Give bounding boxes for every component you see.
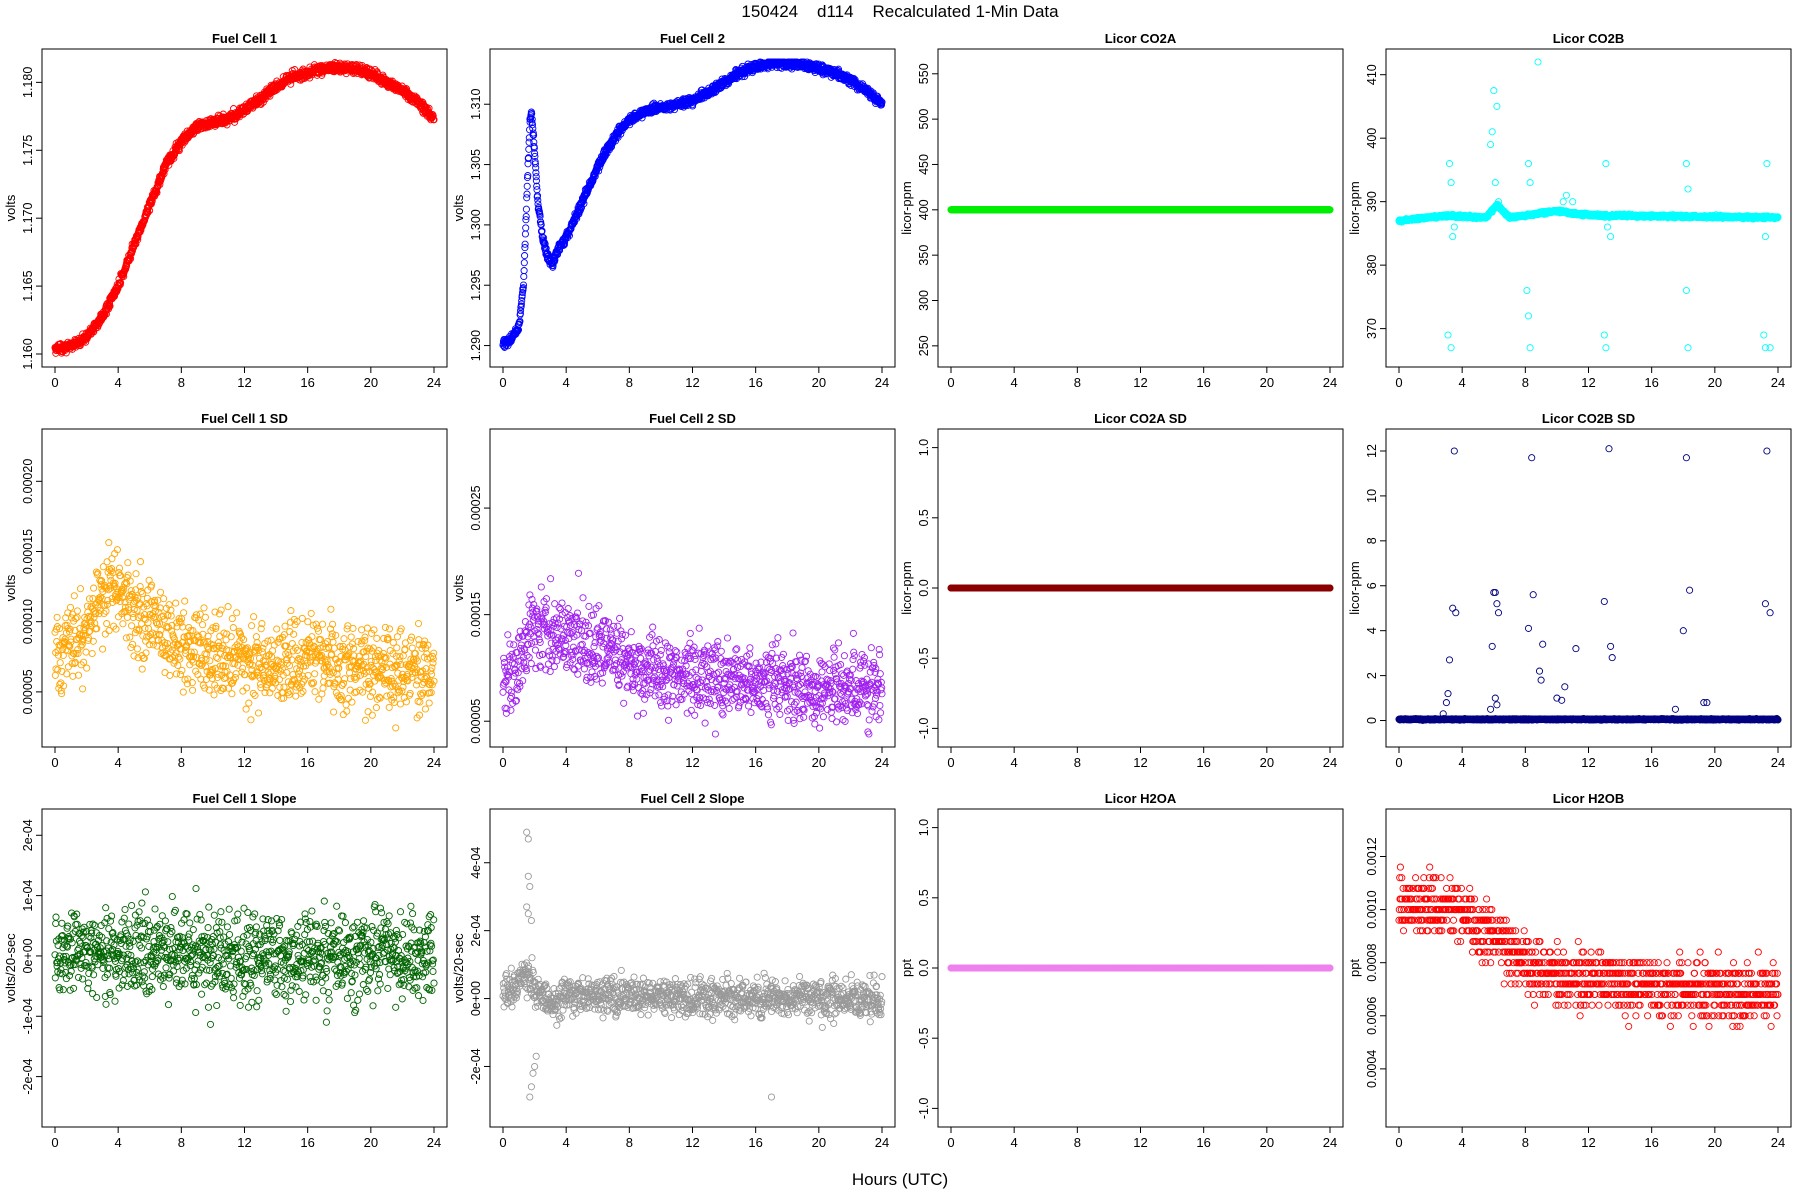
y-tick-label: 390	[1365, 191, 1379, 212]
series-points	[52, 60, 437, 357]
panel-fuel-cell-1: Fuel Cell 1 volts 0 4 8 12 16 20 24 1.160 1.165 1.1…	[3, 31, 447, 390]
y-axis-label: licor-ppm	[1347, 181, 1362, 234]
x-tick-label: 12	[685, 375, 699, 390]
x-tick-label: 12	[1133, 375, 1147, 390]
panel-licor-co2a: Licor CO2A licor-ppm 0 4 8 12 16 20 24 250 300 350 4…	[899, 31, 1343, 390]
x-tick-label: 4	[115, 375, 122, 390]
y-tick-label: 380	[1365, 255, 1379, 276]
panel-title: Licor CO2B	[1553, 31, 1625, 46]
y-tick-label: 1.295	[469, 270, 483, 301]
x-tick-label: 12	[237, 375, 251, 390]
plot-frame	[1386, 49, 1791, 367]
y-tick-label: 1.305	[469, 149, 483, 180]
y-tick-label: 1.165	[21, 270, 35, 301]
y-tick-label: 400	[1365, 128, 1379, 149]
y-tick-label: 1.310	[469, 89, 483, 120]
panel-fuel-cell-2: Fuel Cell 2 volts 0 4 8 12 16 20 24 1.290 1.295 1.3…	[451, 31, 895, 390]
series-points	[500, 59, 885, 351]
data-point	[522, 253, 528, 259]
x-tick-label: 24	[1771, 375, 1785, 390]
y-tick-label: 550	[917, 63, 931, 84]
x-tick-label: 20	[364, 375, 378, 390]
y-tick-label: 1.300	[469, 209, 483, 240]
x-tick-label: 12	[1581, 375, 1595, 390]
data-point	[523, 206, 529, 212]
y-tick-label: 300	[917, 290, 931, 311]
data-point	[523, 225, 529, 231]
x-tick-label: 20	[1708, 375, 1722, 390]
x-tick-label: 8	[178, 375, 185, 390]
x-tick-label: 16	[1644, 375, 1658, 390]
x-tick-label: 4	[1011, 375, 1018, 390]
y-tick-label: 500	[917, 109, 931, 130]
data-point	[524, 191, 530, 197]
x-tick-label: 20	[812, 375, 826, 390]
data-point	[522, 231, 528, 237]
y-tick-label: 400	[917, 199, 931, 220]
y-tick-label: 1.170	[21, 202, 35, 233]
y-tick-label: 250	[917, 335, 931, 356]
panel-title: Licor CO2A	[1105, 31, 1177, 46]
x-tick-label: 4	[563, 375, 570, 390]
y-axis-label: volts	[3, 194, 18, 221]
x-tick-label: 24	[427, 375, 441, 390]
x-tick-label: 8	[1522, 375, 1529, 390]
data-point	[521, 273, 527, 279]
x-tick-label: 24	[1323, 375, 1337, 390]
data-point	[524, 183, 530, 189]
y-tick-label: 350	[917, 245, 931, 266]
y-tick-label: 1.180	[21, 67, 35, 98]
x-tick-label: 8	[1074, 375, 1081, 390]
x-tick-label: 0	[947, 375, 954, 390]
panel-title: Fuel Cell 1	[212, 31, 277, 46]
x-tick-label: 0	[1395, 375, 1402, 390]
x-tick-label: 24	[875, 375, 889, 390]
y-tick-label: 410	[1365, 64, 1379, 85]
panel-title: Fuel Cell 2	[660, 31, 725, 46]
x-tick-label: 16	[300, 375, 314, 390]
y-tick-label: 1.290	[469, 330, 483, 361]
data-point	[521, 268, 527, 274]
x-tick-label: 4	[1459, 375, 1466, 390]
x-tick-label: 0	[51, 375, 58, 390]
x-tick-label: 20	[1260, 375, 1274, 390]
x-tick-label: 0	[499, 375, 506, 390]
y-tick-label: 1.160	[21, 338, 35, 369]
y-tick-label: 370	[1365, 318, 1379, 339]
x-tick-label: 16	[1196, 375, 1210, 390]
x-tick-label: 8	[626, 375, 633, 390]
panel-licor-co2b: Licor CO2B licor-ppm 0 4 8 12 16 20 24 370 380 390 4…	[1347, 31, 1791, 390]
series-points	[1396, 59, 1781, 351]
y-tick-label: 450	[917, 154, 931, 175]
y-tick-label: 1.175	[21, 135, 35, 166]
y-axis-label: volts	[451, 194, 466, 221]
series-points	[948, 207, 1333, 213]
y-axis-label: licor-ppm	[899, 181, 914, 234]
data-point	[521, 260, 527, 266]
x-tick-label: 16	[748, 375, 762, 390]
